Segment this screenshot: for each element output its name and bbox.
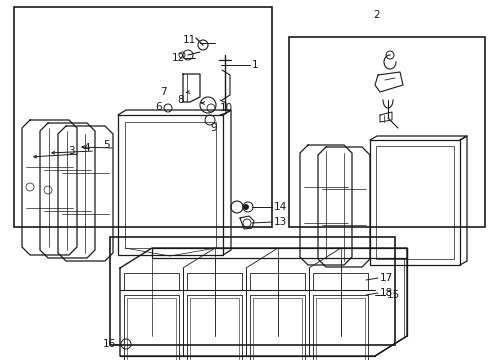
Bar: [124, 273, 179, 290]
Bar: [249, 273, 305, 290]
Bar: [127, 298, 176, 360]
Bar: [369, 140, 459, 265]
Text: 4: 4: [83, 143, 89, 153]
Text: 11: 11: [183, 35, 196, 45]
Bar: [14, 7, 271, 227]
Bar: [124, 295, 179, 360]
Bar: [312, 295, 367, 360]
Text: 6: 6: [155, 102, 162, 112]
Bar: [118, 115, 223, 255]
Bar: [186, 295, 242, 360]
Bar: [125, 122, 216, 248]
Text: 18: 18: [379, 288, 392, 298]
Bar: [110, 237, 394, 345]
Bar: [375, 146, 453, 259]
Bar: [252, 298, 302, 360]
Text: 15: 15: [386, 290, 400, 300]
Circle shape: [243, 204, 248, 210]
Bar: [312, 273, 367, 290]
Text: 1: 1: [251, 60, 258, 70]
Text: 12: 12: [172, 53, 185, 63]
Text: 17: 17: [379, 273, 392, 283]
Text: 2: 2: [372, 10, 379, 20]
Text: 7: 7: [160, 87, 166, 97]
Text: 3: 3: [68, 146, 75, 156]
Bar: [315, 298, 364, 360]
Text: 14: 14: [273, 202, 286, 212]
Text: 8: 8: [177, 95, 183, 105]
Text: 16: 16: [103, 339, 116, 349]
Bar: [249, 295, 305, 360]
Bar: [186, 273, 242, 290]
Bar: [190, 298, 239, 360]
Text: 9: 9: [209, 123, 216, 133]
Text: 13: 13: [273, 217, 286, 227]
Text: 5: 5: [103, 140, 109, 150]
Bar: [288, 37, 484, 227]
Text: 10: 10: [220, 103, 233, 113]
